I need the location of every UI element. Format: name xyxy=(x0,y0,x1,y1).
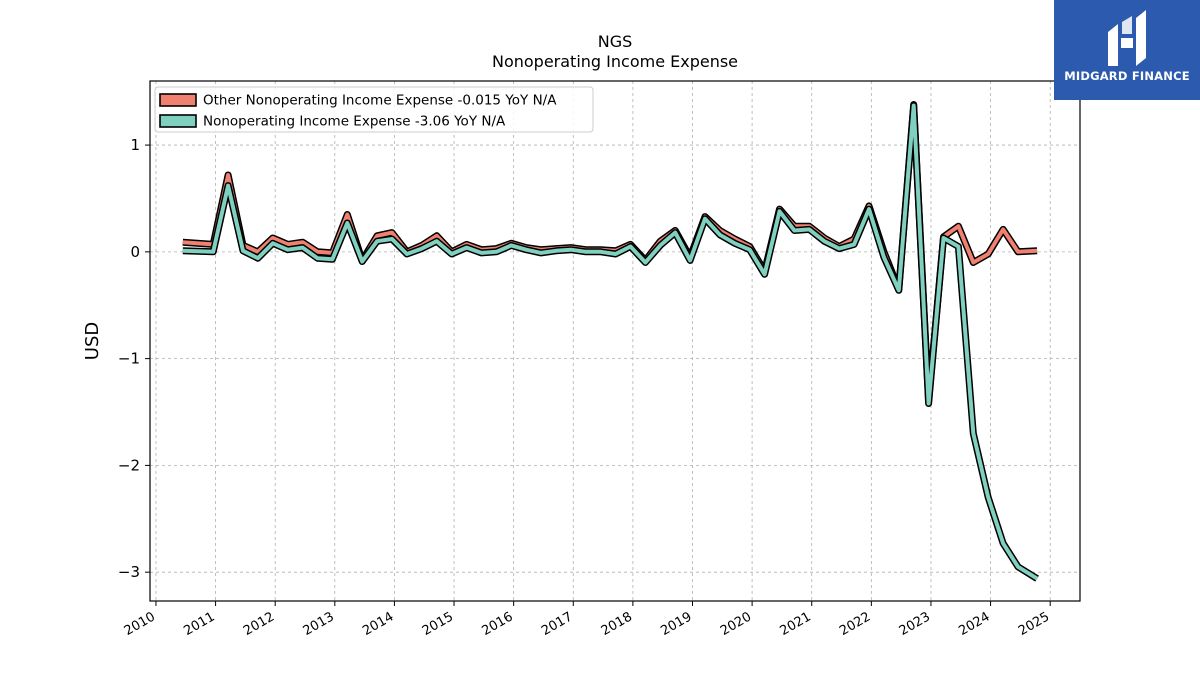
legend-label-other: Other Nonoperating Income Expense -0.015… xyxy=(203,93,557,109)
legend-frame xyxy=(154,86,594,133)
series-lines xyxy=(182,101,1039,582)
logo-brand-name: MIDGARD FINANCE xyxy=(1064,69,1190,83)
y-tick-label: −1 xyxy=(118,350,140,368)
y-tick-label: 1 xyxy=(130,136,140,154)
y-tick-label: −2 xyxy=(118,456,140,474)
x-tick-label: 2014 xyxy=(360,609,396,639)
plot-frame xyxy=(149,80,1081,602)
x-tick-label: 2024 xyxy=(956,609,992,639)
series-line-nonoperating xyxy=(182,103,1039,581)
x-tick-label: 2018 xyxy=(599,609,635,639)
x-tick-label: 2020 xyxy=(718,609,754,639)
x-tick-label: 2021 xyxy=(778,609,814,639)
legend-label-total: Nonoperating Income Expense -3.06 YoY N/… xyxy=(203,114,506,130)
grid xyxy=(150,81,1080,601)
x-tick-label: 2019 xyxy=(658,609,694,639)
legend-swatch-total xyxy=(159,114,197,128)
legend: Other Nonoperating Income Expense -0.015… xyxy=(154,86,594,133)
y-tick-label: −3 xyxy=(118,563,140,581)
chart-subtitle: Nonoperating Income Expense xyxy=(492,52,738,71)
axis-ticks: 2010 2011 2012 2013 2014 2015 2016 2017 2018 2019… xyxy=(118,136,1052,639)
x-tick-label: 2010 xyxy=(122,609,158,639)
chart-title: NGS xyxy=(598,32,633,51)
legend-swatch-other xyxy=(159,93,197,107)
x-tick-label: 2016 xyxy=(479,609,515,639)
midgard-logo-icon xyxy=(1108,10,1146,66)
x-tick-label: 2013 xyxy=(301,609,337,639)
midgard-finance-logo: MIDGARD FINANCE xyxy=(1054,0,1200,100)
x-tick-label: 2025 xyxy=(1016,609,1052,639)
x-tick-label: 2011 xyxy=(181,609,217,639)
y-tick-label: 0 xyxy=(130,243,140,261)
x-tick-label: 2012 xyxy=(241,609,277,639)
x-tick-label: 2022 xyxy=(837,609,873,639)
x-tick-label: 2015 xyxy=(420,609,456,639)
x-tick-label: 2023 xyxy=(897,609,933,639)
x-tick-label: 2017 xyxy=(539,609,575,639)
y-axis-label: USD xyxy=(82,322,103,360)
